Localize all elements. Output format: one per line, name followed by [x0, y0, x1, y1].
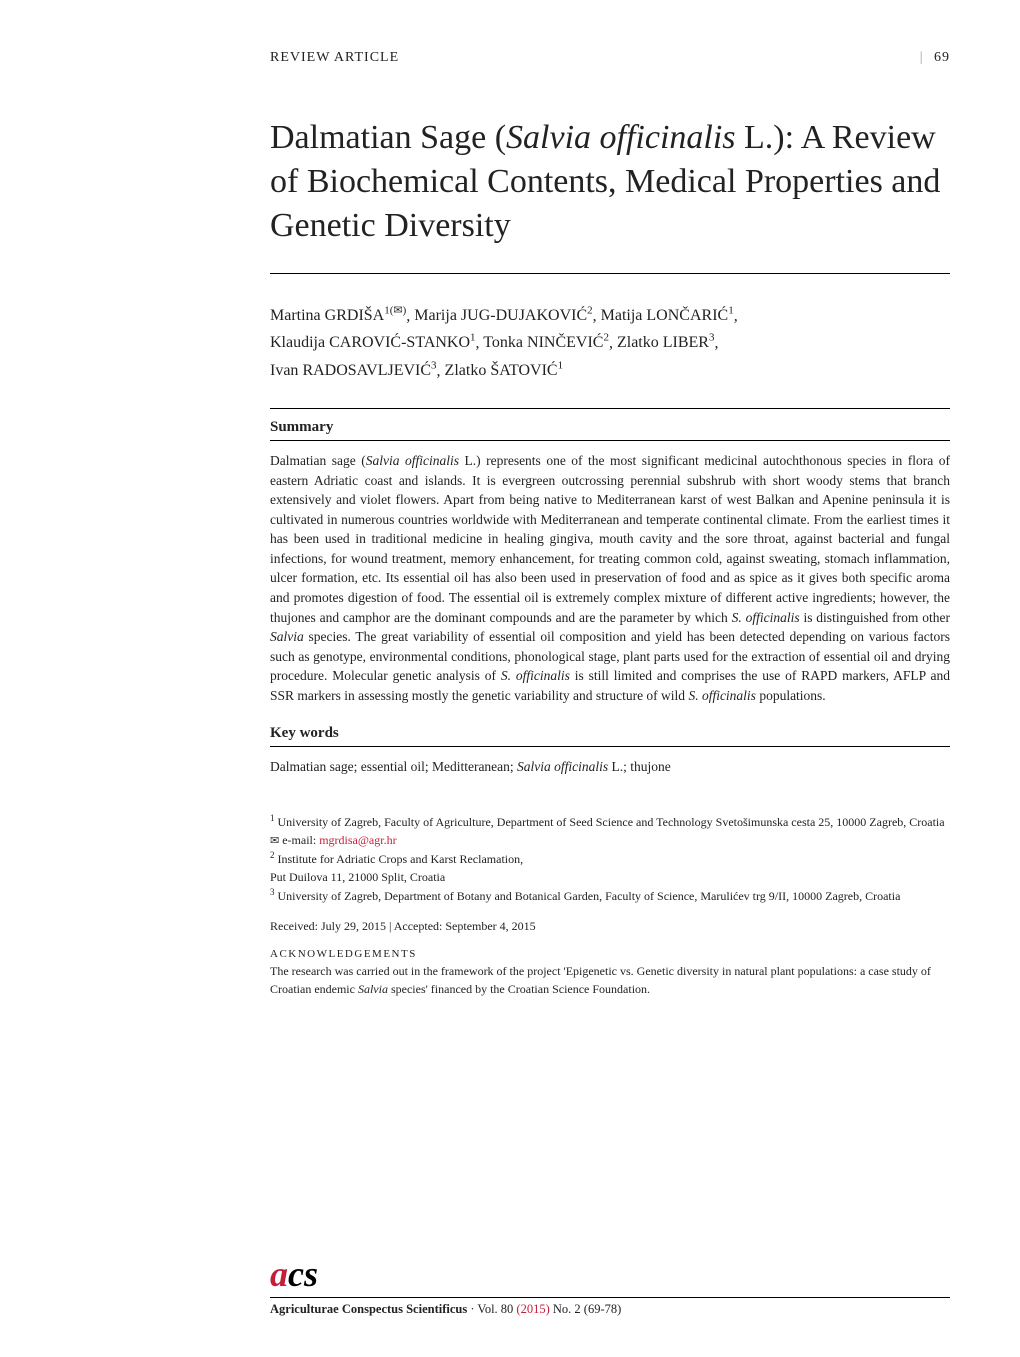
author: Klaudija CAROVIĆ-STANKO1: [270, 334, 476, 351]
keywords-heading: Key words: [270, 725, 950, 742]
summary-italic: S. officinalis: [501, 668, 570, 683]
volume: Vol. 80: [477, 1302, 516, 1316]
author-last: NINČEVIĆ: [527, 334, 603, 351]
author: Ivan RADOSAVLJEVIĆ3: [270, 362, 437, 379]
logo-a: a: [270, 1254, 288, 1294]
author-sup: 2: [587, 305, 593, 317]
article-type: REVIEW ARTICLE: [270, 50, 399, 66]
ack-part: species' financed by the Croatian Scienc…: [388, 982, 650, 996]
author-first: Zlatko: [445, 362, 487, 379]
keywords-part: L.; thujone: [608, 759, 671, 774]
email-prefix: e-mail:: [282, 833, 319, 847]
issue: No. 2 (69-78): [550, 1302, 622, 1316]
aff-text: Put Duilova 11, 21000 Split, Croatia: [270, 870, 445, 884]
acknowledgements-heading: ACKNOWLEDGEMENTS: [270, 948, 950, 960]
title-part1: Dalmatian Sage (: [270, 119, 506, 156]
acknowledgements-text: The research was carried out in the fram…: [270, 962, 950, 998]
author-last: LONČARIĆ: [646, 307, 728, 324]
aff-text: University of Zagreb, Department of Bota…: [278, 889, 901, 903]
footer-rule: [270, 1297, 950, 1298]
author-first: Ivan: [270, 362, 298, 379]
separator: ·: [467, 1302, 477, 1316]
author-first: Tonka: [483, 334, 523, 351]
author-first: Zlatko: [617, 334, 659, 351]
summary-italic: S. officinalis: [688, 688, 756, 703]
section-rule: [270, 746, 950, 747]
page-num-value: 69: [934, 50, 950, 65]
author: Zlatko LIBER3: [617, 334, 714, 351]
journal-name: Agriculturae Conspectus Scientificus: [270, 1302, 467, 1316]
section-rule: [270, 440, 950, 441]
summary-part: is distinguished from other: [800, 610, 950, 625]
journal-logo: acs: [270, 1253, 950, 1295]
header-row: REVIEW ARTICLE | 69: [270, 50, 950, 66]
author: Zlatko ŠATOVIĆ1: [445, 362, 564, 379]
affiliations-block: 1 University of Zagreb, Faculty of Agric…: [270, 812, 950, 999]
aff-sup: 3: [270, 887, 275, 897]
aff-text: University of Zagreb, Faculty of Agricul…: [278, 815, 945, 829]
author-sup: 1: [558, 360, 564, 372]
logo-cs: cs: [288, 1254, 318, 1294]
corresponding-email[interactable]: mgrdisa@agr.hr: [319, 833, 396, 847]
envelope-icon: ✉: [270, 835, 279, 847]
author-first: Martina: [270, 307, 321, 324]
author-last: GRDIŠA: [325, 307, 385, 324]
received-accepted: Received: July 29, 2015 | Accepted: Sept…: [270, 919, 950, 934]
author: Martina GRDIŠA1(✉): [270, 307, 406, 324]
article-title: Dalmatian Sage (Salvia officinalis L.): …: [270, 116, 950, 249]
author-first: Marija: [414, 307, 457, 324]
section-rule: [270, 408, 950, 409]
ack-italic: Salvia: [358, 982, 388, 996]
author-sup: 2: [603, 332, 609, 344]
author-last: RADOSAVLJEVIĆ: [302, 362, 431, 379]
author-sup: 1: [470, 332, 476, 344]
author-last: ŠATOVIĆ: [490, 362, 557, 379]
author-sup: 3: [431, 360, 437, 372]
author-sup: 3: [709, 332, 715, 344]
author-last: LIBER: [663, 334, 709, 351]
author-first: Klaudija: [270, 334, 325, 351]
author-sup: 1: [728, 305, 734, 317]
keywords-text: Dalmatian sage; essential oil; Medittera…: [270, 757, 950, 777]
summary-heading: Summary: [270, 419, 950, 436]
page-number: | 69: [920, 50, 950, 66]
author: Matija LONČARIĆ1: [601, 307, 734, 324]
summary-italic: S. officinalis: [732, 610, 800, 625]
author-sup: 1(✉): [384, 305, 406, 317]
summary-italic: Salvia officinalis: [366, 453, 459, 468]
summary-part: Dalmatian sage (: [270, 453, 366, 468]
author: Tonka NINČEVIĆ2: [483, 334, 609, 351]
author-list: Martina GRDIŠA1(✉), Marija JUG-DUJAKOVIĆ…: [270, 302, 950, 385]
title-species: Salvia officinalis: [506, 119, 735, 156]
footer: acs Agriculturae Conspectus Scientificus…: [270, 1253, 950, 1317]
journal-citation: Agriculturae Conspectus Scientificus · V…: [270, 1302, 950, 1317]
author-last: CAROVIĆ-STANKO: [329, 334, 470, 351]
title-rule: [270, 273, 950, 274]
summary-text: Dalmatian sage (Salvia officinalis L.) r…: [270, 451, 950, 705]
year: (2015): [516, 1302, 549, 1316]
author-last: JUG-DUJAKOVIĆ: [461, 307, 587, 324]
summary-part: populations.: [756, 688, 826, 703]
summary-italic: Salvia: [270, 629, 304, 644]
keywords-italic: Salvia officinalis: [517, 759, 608, 774]
summary-part: L.) represents one of the most significa…: [270, 453, 950, 625]
affiliations: 1 University of Zagreb, Faculty of Agric…: [270, 812, 950, 906]
author: Marija JUG-DUJAKOVIĆ2: [414, 307, 592, 324]
keywords-part: Dalmatian sage; essential oil; Medittera…: [270, 759, 517, 774]
page-divider: |: [920, 50, 924, 65]
aff-sup: 2: [270, 850, 275, 860]
aff-sup: 1: [270, 813, 275, 823]
title-part1-end: L.):: [736, 119, 795, 156]
author-first: Matija: [601, 307, 643, 324]
aff-text: Institute for Adriatic Crops and Karst R…: [278, 852, 524, 866]
